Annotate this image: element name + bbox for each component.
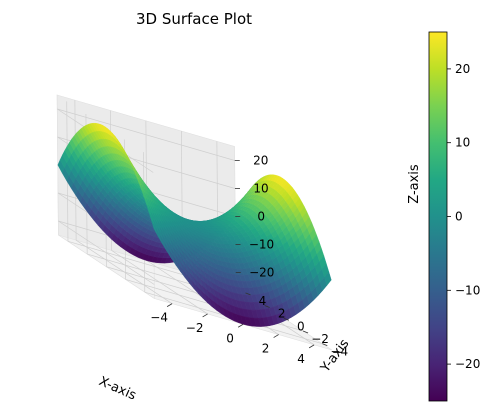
y-tick — [322, 343, 328, 347]
colorbar-tick-label: 0 — [455, 210, 463, 224]
colorbar-ticks: −20 −10 0 10 20 — [447, 62, 480, 371]
y-tick-label: 2 — [278, 307, 286, 321]
x-axis-label: X-axis — [97, 374, 139, 404]
x-tick — [308, 344, 315, 349]
grid-line — [58, 220, 155, 285]
y-tick-label: −4 — [330, 345, 348, 359]
colorbar: −20 −10 0 10 20 — [428, 31, 480, 402]
z-tick-label: −10 — [249, 238, 274, 252]
x-tick-label: −2 — [186, 321, 204, 335]
x-tick — [166, 303, 173, 307]
y-tick-label: 4 — [259, 294, 267, 308]
y-tick — [245, 292, 251, 296]
z-tick-label: 0 — [257, 210, 265, 224]
x-tick — [273, 334, 279, 338]
x-tick — [202, 313, 208, 318]
colorbar-tick-label: −10 — [455, 283, 480, 297]
surface-mesh — [57, 122, 332, 327]
y-tick — [283, 317, 290, 321]
colorbar-gradient — [428, 31, 448, 402]
z-tick-label: 20 — [253, 154, 268, 168]
z-axis-label: Z-axis — [407, 164, 422, 204]
chart-title: 3D Surface Plot — [136, 10, 252, 28]
x-tick-label: −4 — [150, 311, 168, 325]
x-tick-label: 2 — [262, 342, 270, 356]
y-tick-label: 0 — [297, 319, 305, 333]
surface-facet — [324, 271, 332, 286]
z-tick-label: −20 — [249, 266, 274, 280]
colorbar-tick-label: 20 — [455, 62, 470, 76]
x-tick — [237, 323, 244, 328]
z-tick-label: 10 — [253, 182, 268, 196]
x-tick-label: 4 — [297, 352, 305, 366]
grid-line — [57, 108, 235, 161]
x-tick-label: 0 — [226, 331, 234, 345]
y-tick-label: −2 — [311, 332, 329, 346]
colorbar-tick-label: −20 — [455, 357, 480, 371]
colorbar-tick-label: 10 — [455, 136, 470, 150]
y-tick — [302, 330, 309, 334]
y-tick — [264, 305, 270, 308]
